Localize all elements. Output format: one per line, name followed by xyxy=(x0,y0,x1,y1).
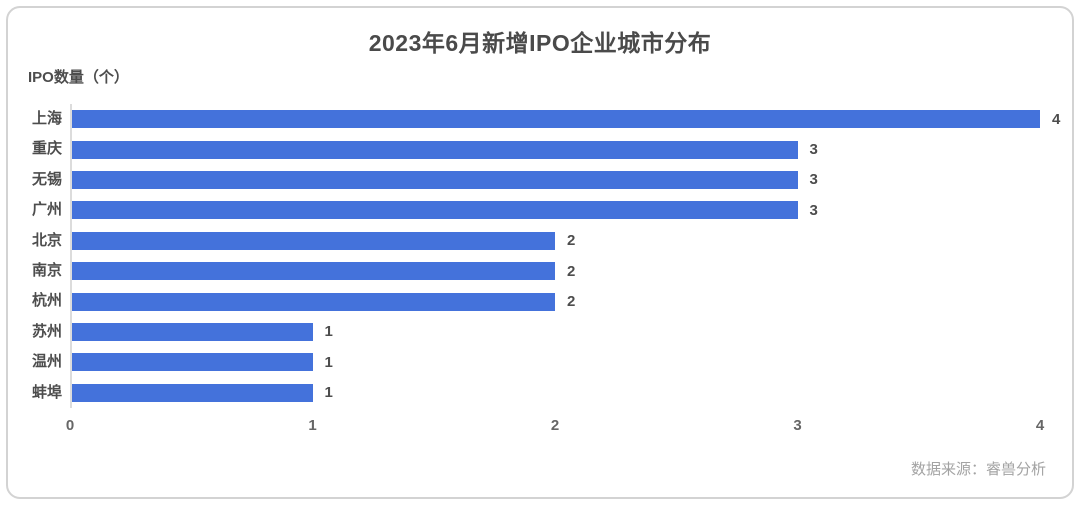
chart-row: 3 xyxy=(70,195,1040,225)
bar-value-label: 3 xyxy=(809,171,818,189)
plot-area: 4 3 3 3 2 2 2 1 1 1 xyxy=(70,104,1060,408)
chart-row: 1 xyxy=(70,347,1040,377)
bar-value-label: 3 xyxy=(809,141,818,159)
bar xyxy=(70,170,798,189)
x-tick-label: 1 xyxy=(308,417,317,434)
chart-row: 2 xyxy=(70,286,1040,316)
chart-title: 2023年6月新增IPO企业城市分布 xyxy=(368,30,712,56)
chart-row: 4 xyxy=(70,104,1060,134)
category-label: 南京 xyxy=(31,261,62,279)
bar-value-label: 3 xyxy=(809,201,818,219)
bar xyxy=(70,110,1040,129)
chart-card xyxy=(6,6,1074,499)
category-label: 广州 xyxy=(31,201,62,219)
chart-row: 1 xyxy=(70,378,1040,408)
bar-value-label: 4 xyxy=(1052,110,1061,128)
bar xyxy=(70,231,555,250)
y-axis-label: IPO数量（个） xyxy=(28,69,129,86)
x-tick-label: 2 xyxy=(550,417,560,434)
bar-value-label: 2 xyxy=(567,262,576,280)
category-label: 上海 xyxy=(31,110,62,127)
bar xyxy=(70,383,313,402)
category-labels: 上海重庆无锡广州北京南京杭州苏州温州蚌埠 xyxy=(0,104,62,408)
bar-value-label: 1 xyxy=(324,323,333,341)
bar xyxy=(70,353,313,372)
x-tick-label: 4 xyxy=(1035,417,1045,434)
chart-row: 3 xyxy=(70,134,1040,164)
x-tick-label: 3 xyxy=(793,417,802,434)
y-axis-line xyxy=(70,104,72,408)
bar xyxy=(70,322,313,341)
chart-row: 3 xyxy=(70,165,1040,195)
category-label: 蚌埠 xyxy=(31,383,62,401)
category-label: 重庆 xyxy=(31,140,62,158)
category-label: 温州 xyxy=(31,353,62,371)
bar-value-label: 2 xyxy=(567,293,576,311)
category-label: 苏州 xyxy=(31,322,62,340)
category-label: 无锡 xyxy=(31,170,62,188)
bar xyxy=(70,201,798,220)
bar xyxy=(70,140,798,159)
x-axis: 0 1 2 3 4 xyxy=(66,417,1044,439)
bar-value-label: 2 xyxy=(567,232,576,250)
category-label: 北京 xyxy=(31,231,62,249)
chart-row: 1 xyxy=(70,317,1040,347)
bar-value-label: 1 xyxy=(324,353,333,371)
chart-row: 2 xyxy=(70,226,1040,256)
bar-value-label: 1 xyxy=(324,384,333,402)
bar xyxy=(70,262,555,281)
data-source-note: 数据来源：睿兽分析 xyxy=(910,461,1046,478)
bar xyxy=(70,292,555,311)
x-tick-label: 0 xyxy=(65,417,75,434)
category-label: 杭州 xyxy=(31,292,62,310)
chart-row: 2 xyxy=(70,256,1040,286)
